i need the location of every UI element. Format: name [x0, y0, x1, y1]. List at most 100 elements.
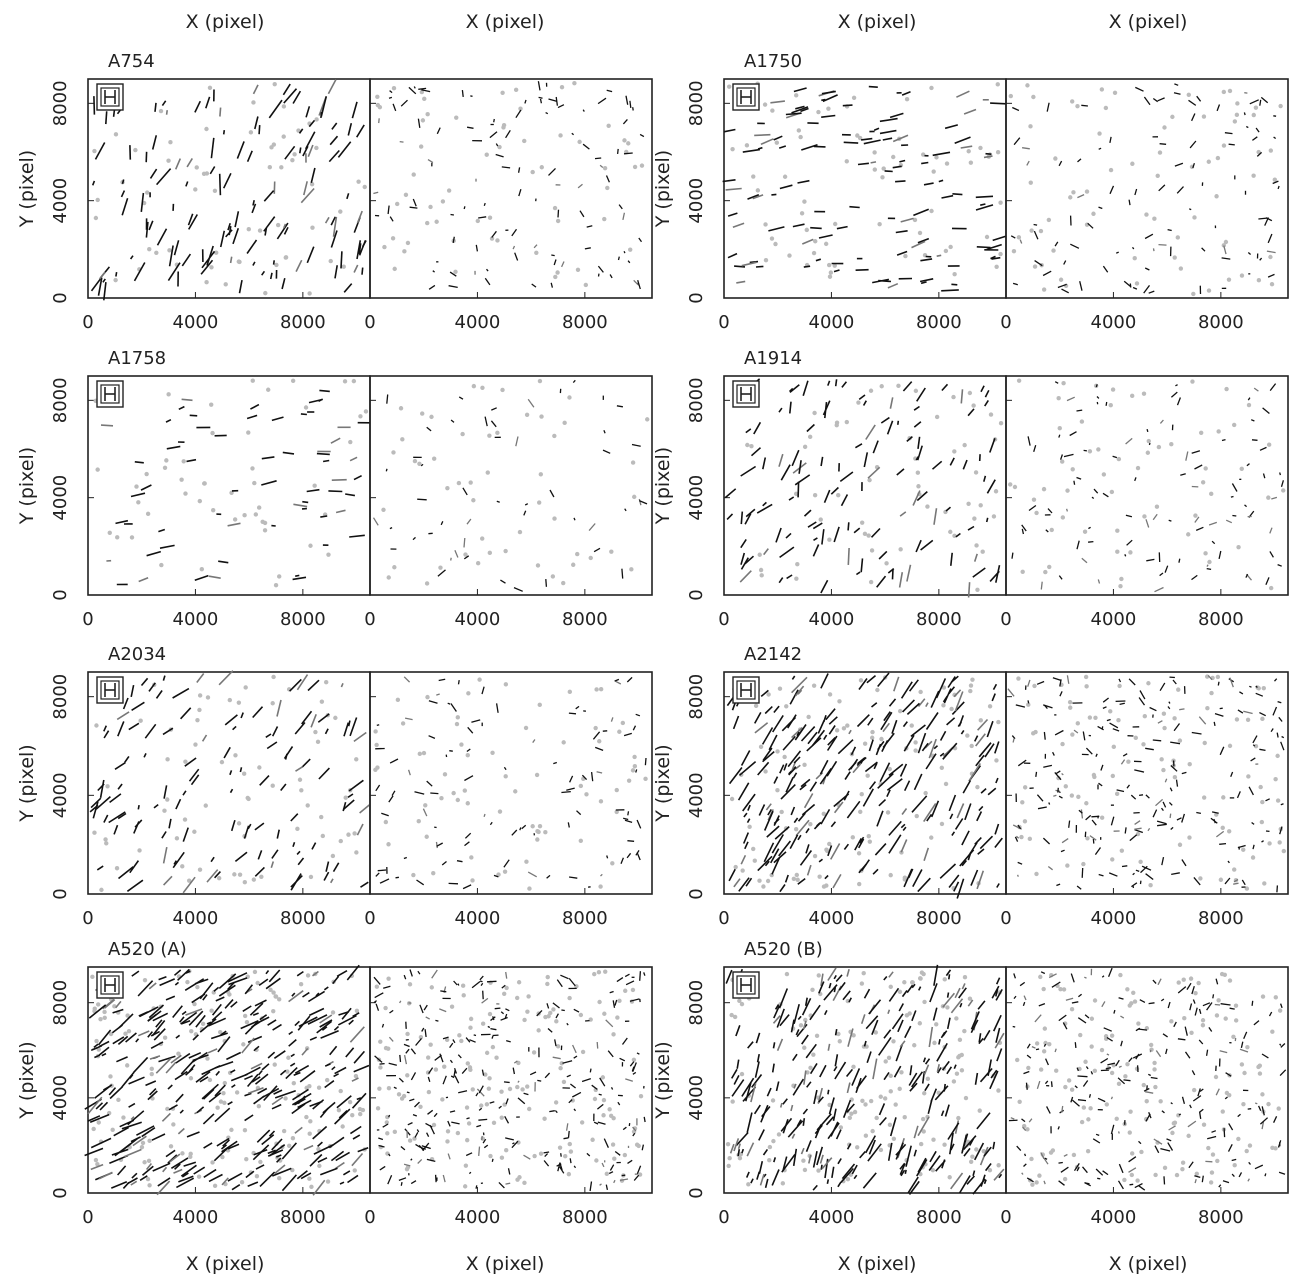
masked-galaxy — [917, 1021, 923, 1026]
shear-whisker — [923, 803, 937, 823]
shear-whisker — [785, 532, 792, 539]
shear-whisker — [1125, 437, 1133, 445]
masked-galaxy — [869, 548, 875, 553]
masked-galaxy — [816, 109, 821, 115]
shear-whisker — [1229, 677, 1234, 688]
shear-whisker — [801, 238, 814, 245]
masked-galaxy — [309, 181, 315, 187]
masked-galaxy — [91, 1126, 96, 1132]
masked-galaxy — [1101, 472, 1107, 477]
shear-whisker — [801, 143, 818, 151]
masked-galaxy — [411, 172, 416, 177]
shear-whisker — [932, 151, 951, 157]
shear-whisker — [934, 1085, 949, 1101]
masked-galaxy — [1087, 449, 1093, 454]
shear-whisker — [548, 167, 556, 176]
shear-whisker — [888, 763, 904, 777]
shear-whisker — [847, 1028, 854, 1047]
masked-galaxy — [730, 146, 735, 152]
shear-whisker — [741, 1148, 745, 1154]
shear-whisker — [101, 1052, 107, 1057]
masked-galaxy — [884, 561, 889, 566]
x-tick-label: 8000 — [1198, 1207, 1244, 1228]
shear-whisker — [1081, 557, 1088, 564]
masked-galaxy — [518, 106, 523, 111]
masked-galaxy — [801, 1158, 806, 1163]
shear-whisker — [372, 517, 379, 526]
masked-galaxy — [164, 458, 169, 463]
masked-galaxy — [382, 244, 387, 250]
shear-whisker — [639, 133, 645, 138]
shear-whisker — [759, 1173, 765, 1186]
shear-whisker — [1155, 798, 1164, 807]
shear-whisker — [1164, 778, 1168, 783]
shear-whisker — [552, 1056, 561, 1060]
shear-whisker — [184, 978, 205, 991]
shear-whisker — [570, 1083, 576, 1089]
shear-whisker — [858, 394, 866, 401]
shear-whisker — [227, 223, 231, 231]
masked-galaxy — [794, 93, 799, 98]
y-tick-label: 0 — [686, 888, 707, 899]
masked-galaxy — [1043, 569, 1048, 575]
shear-whisker — [272, 1023, 282, 1031]
shear-whisker — [1259, 257, 1263, 261]
shear-whisker — [450, 1075, 455, 1079]
shear-whisker — [174, 1070, 188, 1081]
masked-galaxy — [496, 872, 501, 877]
shear-whisker — [1065, 997, 1074, 1001]
shear-whisker — [1061, 288, 1069, 294]
masked-galaxy — [133, 147, 138, 153]
shear-whisker — [773, 851, 787, 864]
masked-galaxy — [1152, 1067, 1157, 1072]
masked-galaxy — [548, 1010, 553, 1016]
shear-whisker — [1253, 387, 1259, 392]
masked-galaxy — [281, 104, 287, 109]
shear-whisker — [438, 678, 446, 682]
masked-galaxy — [535, 837, 540, 842]
masked-galaxy — [1058, 986, 1063, 992]
shear-whisker — [211, 1003, 222, 1016]
masked-galaxy — [460, 431, 465, 437]
shear-whisker — [902, 699, 915, 713]
shear-whisker — [340, 251, 343, 269]
shear-whisker — [789, 387, 794, 393]
shear-whisker — [1106, 718, 1111, 722]
shear-whisker — [1188, 208, 1192, 211]
shear-whisker — [1255, 127, 1260, 133]
shear-whisker — [113, 824, 119, 835]
masked-galaxy — [1251, 173, 1256, 178]
shear-whisker — [791, 676, 808, 694]
masked-galaxy — [596, 970, 602, 975]
shear-whisker — [900, 839, 908, 853]
shear-whisker — [835, 974, 843, 983]
shear-whisker — [752, 194, 764, 200]
shear-whisker — [739, 570, 752, 583]
shear-whisker — [151, 135, 158, 150]
masked-galaxy — [601, 1097, 607, 1103]
shear-whisker — [213, 986, 220, 992]
masked-galaxy — [962, 1028, 967, 1034]
masked-galaxy — [603, 969, 608, 974]
masked-galaxy — [1075, 721, 1080, 726]
shear-whisker — [388, 1114, 391, 1118]
masked-galaxy — [879, 736, 884, 742]
masked-galaxy — [501, 122, 507, 128]
shear-whisker — [1103, 1027, 1112, 1032]
shear-whisker — [158, 1055, 176, 1063]
shear-whisker — [915, 455, 920, 461]
shear-whisker — [227, 1143, 240, 1150]
masked-galaxy — [319, 814, 324, 820]
masked-galaxy — [1218, 877, 1224, 882]
shear-whisker — [994, 741, 1000, 754]
shear-whisker — [141, 1165, 154, 1176]
masked-galaxy — [125, 1013, 130, 1018]
masked-galaxy — [259, 874, 264, 880]
shear-whisker — [283, 88, 298, 104]
shear-whisker — [606, 855, 609, 859]
masked-galaxy — [277, 574, 282, 579]
masked-galaxy — [429, 985, 434, 990]
shear-whisker — [159, 544, 175, 549]
shear-whisker — [247, 1087, 264, 1095]
masked-galaxy — [855, 1145, 860, 1150]
